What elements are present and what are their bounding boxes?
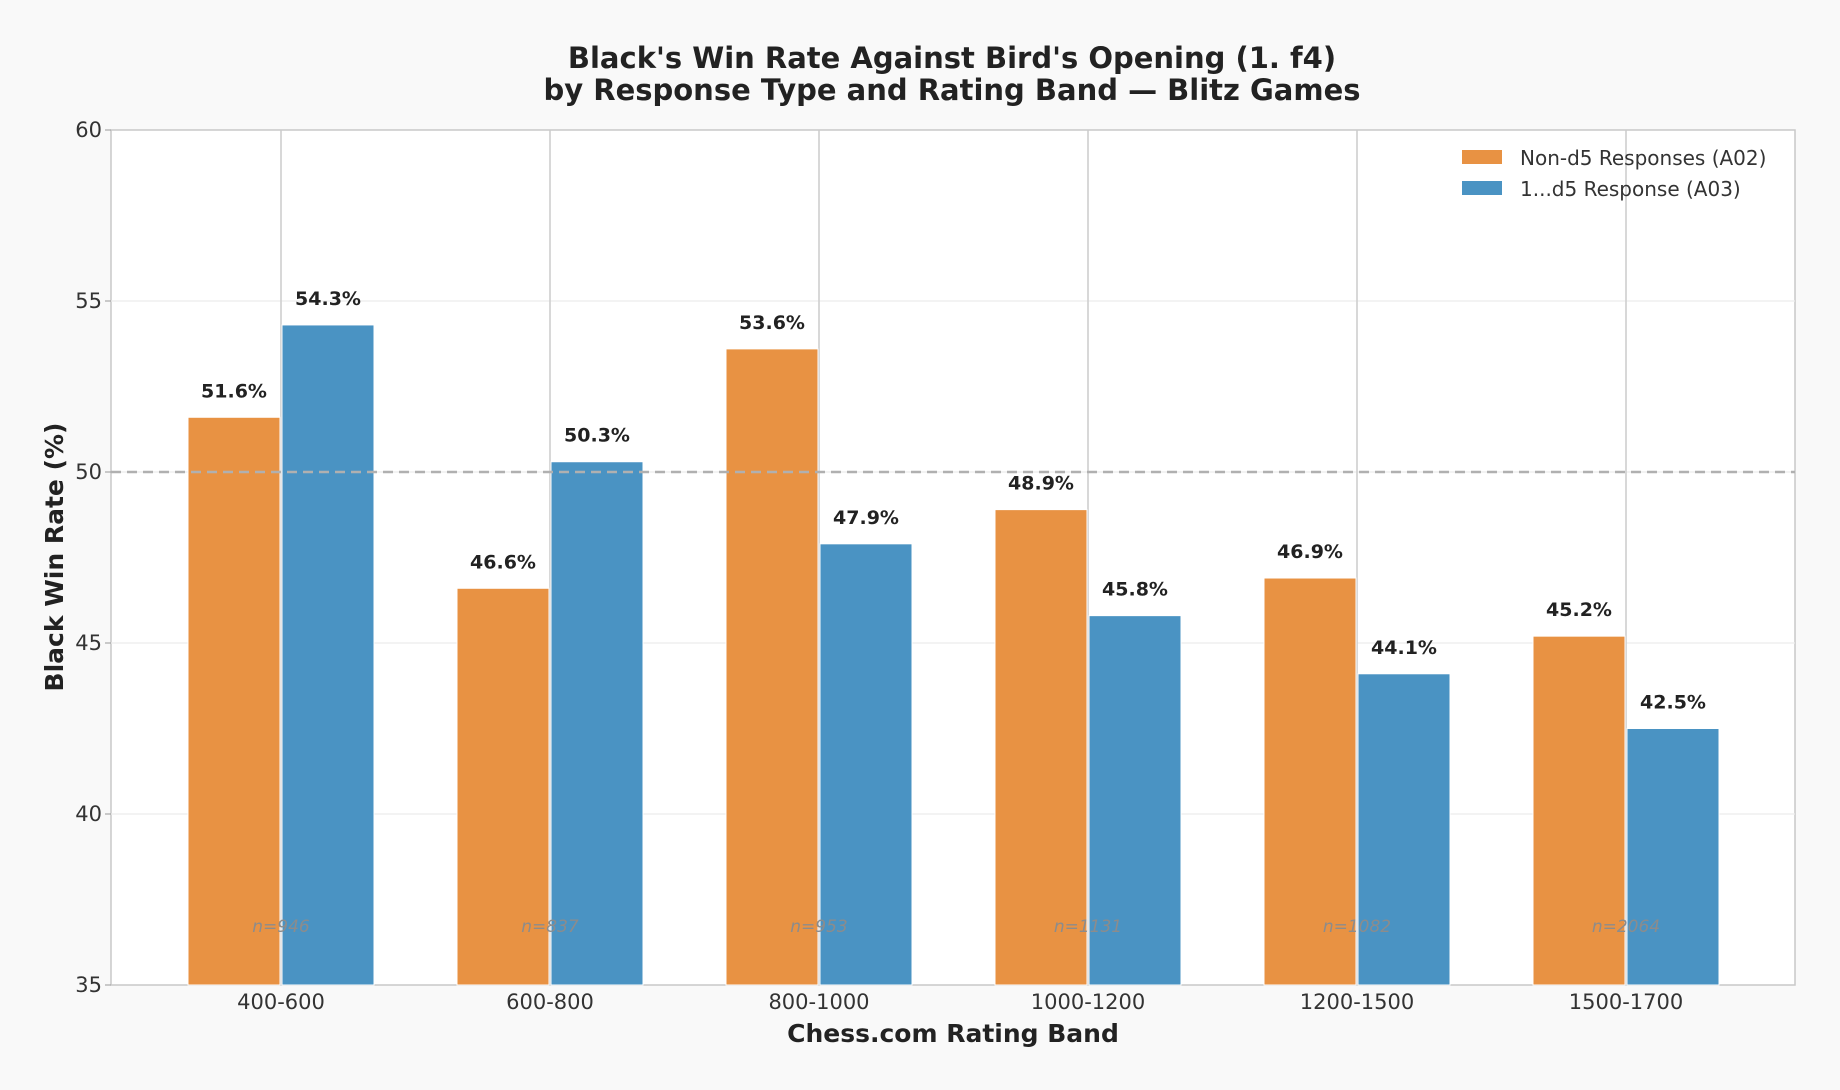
legend-label-d5: 1...d5 Response (A03) (1520, 177, 1741, 201)
value-label-non-d5: 48.9% (1008, 473, 1074, 495)
x-tick-label: 1000-1200 (1031, 990, 1145, 1014)
value-label-d5: 42.5% (1640, 692, 1706, 714)
bar-non-d5-1500-1700 (1532, 635, 1626, 986)
sample-size-label: n=2064 (1592, 917, 1660, 937)
y-tick-label: 45 (75, 631, 102, 655)
sample-size-label: n=837 (521, 917, 579, 937)
x-tick-label: 1500-1700 (1569, 990, 1683, 1014)
chart-subtitle: by Response Type and Rating Band — Blitz… (543, 73, 1360, 107)
legend-label-non-d5: Non-d5 Responses (A02) (1520, 146, 1766, 170)
chart-title: Black's Win Rate Against Bird's Opening … (568, 41, 1336, 75)
bar-non-d5-400-600 (187, 416, 281, 986)
value-label-non-d5: 45.2% (1546, 599, 1612, 621)
plot-area (110, 129, 1796, 986)
y-tick-label: 35 (75, 973, 102, 997)
value-label-d5: 54.3% (295, 288, 361, 310)
value-label-non-d5: 46.9% (1277, 541, 1343, 563)
sample-size-label: n=946 (252, 917, 310, 937)
value-label-non-d5: 51.6% (201, 380, 267, 402)
value-label-d5: 45.8% (1102, 579, 1168, 601)
sample-size-label: n=1131 (1054, 917, 1122, 937)
y-tick-label: 60 (75, 118, 102, 142)
legend-swatch-d5 (1462, 181, 1502, 195)
bar-d5-1200-1500 (1357, 673, 1451, 986)
x-tick-label: 1200-1500 (1300, 990, 1414, 1014)
bar-non-d5-1000-1200 (994, 509, 1088, 986)
x-tick-label: 400-600 (237, 990, 325, 1014)
bar-d5-800-1000 (819, 543, 913, 986)
y-tick-label: 50 (75, 460, 102, 484)
value-label-non-d5: 46.6% (470, 551, 536, 573)
x-tick-label: 800-1000 (768, 990, 869, 1014)
sample-size-label: n=1082 (1323, 917, 1391, 937)
bar-non-d5-600-800 (456, 587, 550, 986)
sample-size-label: n=953 (790, 917, 847, 937)
bar-d5-400-600 (281, 324, 375, 986)
data-labels: 51.6% 46.6% 53.6% 48.9% 46.9% 45.2% 54.3% 50.3%… (201, 288, 1706, 937)
bar-non-d5-1200-1500 (1263, 577, 1357, 986)
value-label-d5: 47.9% (833, 507, 899, 529)
value-label-d5: 44.1% (1371, 637, 1437, 659)
bar-d5-1500-1700 (1626, 728, 1720, 986)
x-axis-title: Chess.com Rating Band (787, 1019, 1119, 1048)
ticks: 35 40 45 50 55 60 400-600 600-800 800-1000 1000-1… (75, 118, 1683, 1014)
legend-swatch-non-d5 (1462, 150, 1502, 164)
x-tick-label: 600-800 (506, 990, 594, 1014)
bar-d5-600-800 (550, 461, 644, 986)
y-tick-label: 55 (75, 289, 102, 313)
grid-lines (111, 130, 1795, 985)
legend: Non-d5 Responses (A02) 1...d5 Response (… (1462, 146, 1766, 201)
value-label-non-d5: 53.6% (739, 312, 805, 334)
y-tick-label: 40 (75, 802, 102, 826)
bar-d5-1000-1200 (1088, 615, 1182, 986)
y-axis-title: Black Win Rate (%) (40, 423, 69, 692)
value-label-d5: 50.3% (564, 425, 630, 447)
bars (111, 324, 1795, 986)
bar-non-d5-800-1000 (725, 348, 819, 986)
